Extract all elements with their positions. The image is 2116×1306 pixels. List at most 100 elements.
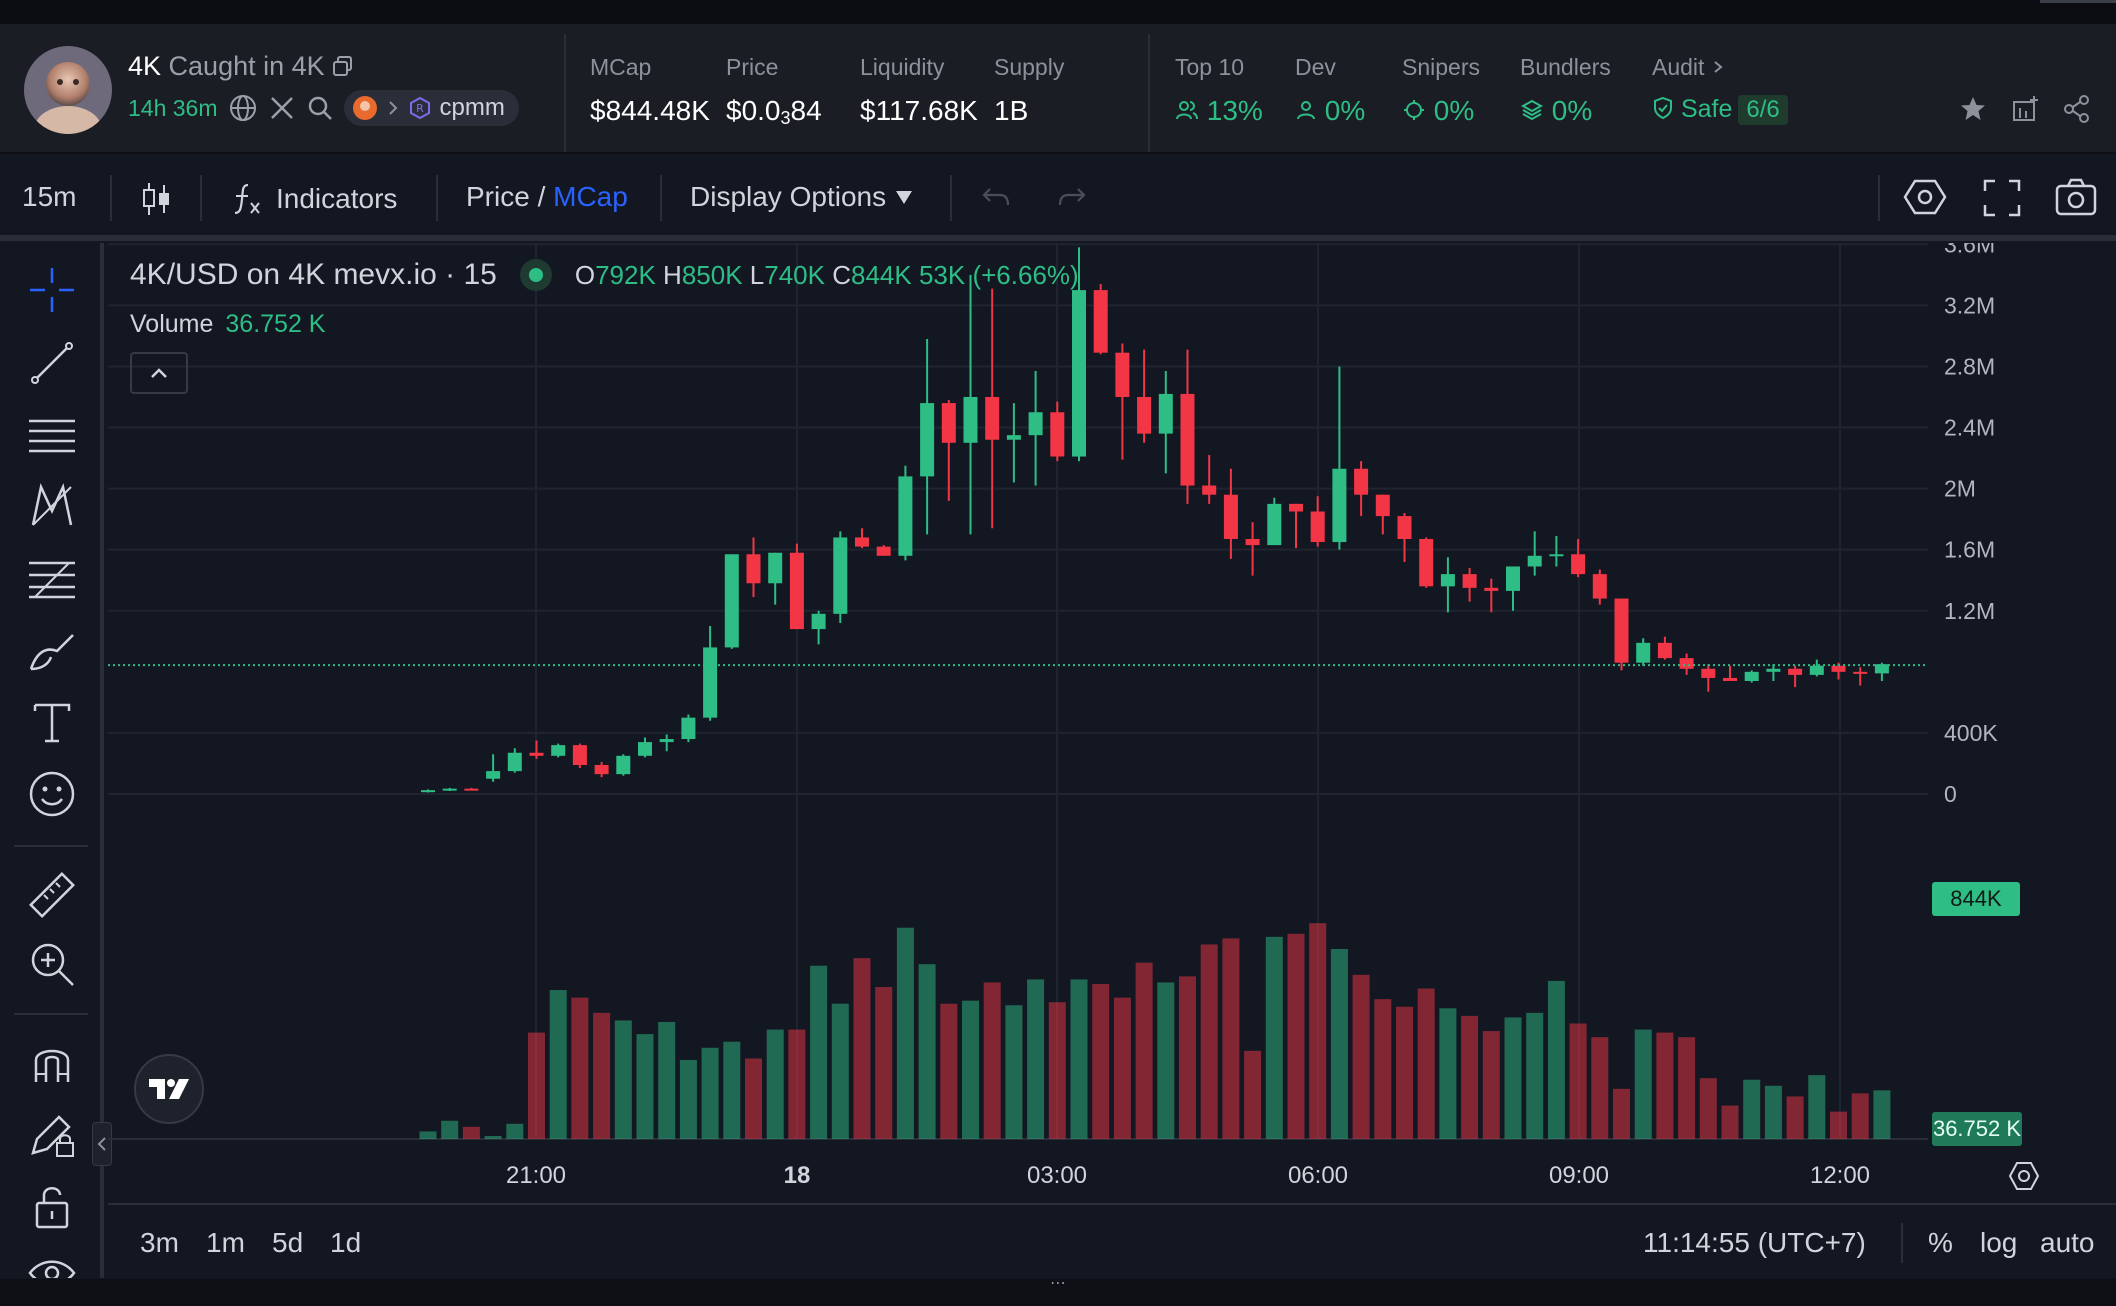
stat-value: 0% <box>1520 95 1611 127</box>
volume-bar <box>1786 1096 1804 1139</box>
zoom-tool[interactable] <box>27 939 77 989</box>
candlesticks <box>421 247 1889 793</box>
range-5d[interactable]: 5d <box>272 1227 304 1258</box>
candle-body <box>1332 468 1347 543</box>
brush-icon <box>29 634 74 671</box>
globe-icon[interactable] <box>228 93 258 123</box>
crosshair-tool[interactable] <box>27 265 77 315</box>
camera-icon[interactable] <box>2054 177 2098 217</box>
chevron-right-icon <box>388 101 397 115</box>
star-icon[interactable] <box>1958 94 1988 124</box>
drawing-toolbar <box>0 243 104 1278</box>
dex-pill[interactable]: R cpmm <box>343 90 519 126</box>
resize-grip-icon[interactable]: ⋯ <box>1050 1275 1066 1292</box>
candle-body <box>1006 435 1021 440</box>
clock-timezone[interactable]: 11:14:55 (UTC+7) <box>1643 1227 1866 1258</box>
settings-icon[interactable] <box>1903 177 1947 217</box>
emoji-tool[interactable] <box>27 769 77 819</box>
copy-icon[interactable] <box>332 55 354 77</box>
share-icon[interactable] <box>2062 94 2092 124</box>
candle-body <box>724 554 739 648</box>
market-status-icon[interactable] <box>519 258 553 292</box>
volume-label: Volume <box>130 310 214 338</box>
text-tool[interactable] <box>27 697 77 747</box>
volume-bar <box>1048 1002 1066 1139</box>
browser-top-strip <box>0 0 2116 24</box>
pencil-lock-icon <box>31 1115 74 1157</box>
volume-bar <box>962 1000 979 1139</box>
brush-tool[interactable] <box>27 625 77 675</box>
visibility-tool[interactable] <box>27 1248 77 1278</box>
volume-bar <box>1222 938 1240 1139</box>
range-1m[interactable]: 1m <box>206 1227 245 1258</box>
stat-snipers[interactable]: Snipers 0% <box>1402 54 1480 127</box>
volume-bar <box>1613 1088 1630 1139</box>
stat-liquidity: Liquidity $117.68K <box>860 54 978 127</box>
search-icon[interactable] <box>306 94 334 122</box>
y-tick-label: 2.8M <box>1944 353 1995 379</box>
snipers-value: 0% <box>1433 95 1475 126</box>
y-tick-label: 3.6M <box>1944 243 1995 257</box>
stat-audit[interactable]: Audit Safe 6/6 <box>1652 54 1788 125</box>
add-chart-icon[interactable] <box>2010 94 2040 124</box>
collapse-sidebar-button[interactable] <box>92 1122 112 1166</box>
function-icon <box>234 183 260 215</box>
percent-toggle[interactable]: % <box>1928 1227 1953 1258</box>
candle-body <box>421 790 435 793</box>
candle-body <box>594 764 609 775</box>
magnet-tool[interactable] <box>27 1038 77 1088</box>
display-options-dropdown[interactable]: Display Options <box>690 181 914 213</box>
collapse-legend-button[interactable] <box>130 352 188 394</box>
x-tick-label: 03:00 <box>1027 1162 1087 1189</box>
lock-tool[interactable] <box>27 1181 77 1231</box>
fullscreen-icon[interactable] <box>1983 179 2021 217</box>
price-mcap-toggle[interactable]: Price / MCap <box>466 181 628 213</box>
stat-dev[interactable]: Dev 0% <box>1295 54 1365 127</box>
price-main: $0.0 <box>726 95 781 126</box>
indicators-button[interactable]: Indicators <box>232 181 397 217</box>
range-3m[interactable]: 3m <box>140 1227 179 1258</box>
range-1d[interactable]: 1d <box>330 1227 362 1258</box>
redo-icon[interactable] <box>1056 183 1088 211</box>
candle-body <box>1115 352 1130 397</box>
volume-bar <box>1439 1008 1457 1139</box>
candle-body <box>768 552 783 584</box>
ruler-tool[interactable] <box>27 870 77 920</box>
volume-bar <box>1526 1012 1544 1139</box>
mcap-toggle[interactable]: MCap <box>553 181 628 212</box>
undo-icon[interactable] <box>980 183 1012 211</box>
top10-value: 13% <box>1206 95 1263 126</box>
candle-body <box>1267 503 1282 546</box>
price-toggle[interactable]: Price <box>466 181 530 212</box>
draw-lock-tool[interactable] <box>27 1109 77 1159</box>
horizontal-lines-tool[interactable] <box>27 409 77 459</box>
volume-legend: Volume 36.752 K <box>130 310 325 339</box>
volume-bar <box>1482 1031 1500 1139</box>
stat-label: MCap <box>590 54 652 80</box>
stat-label: Top 10 <box>1175 54 1245 80</box>
auto-toggle[interactable]: auto <box>2040 1227 2095 1258</box>
interval-button[interactable]: 15m <box>22 181 77 212</box>
ohlc-values: O792K H850K L740K C844K 53K (+6.66%) <box>575 260 1079 291</box>
candle-body <box>486 771 501 779</box>
candles-type-button[interactable] <box>140 181 172 217</box>
x-twitter-icon[interactable] <box>268 94 296 122</box>
token-avatar[interactable] <box>24 46 112 134</box>
axis-settings-icon[interactable] <box>2008 1160 2040 1192</box>
candle-body <box>876 546 891 556</box>
trend-line-icon <box>31 342 73 384</box>
zoom-in-icon <box>31 943 74 986</box>
toolbar-divider <box>110 175 112 221</box>
stat-bundlers[interactable]: Bundlers 0% <box>1520 54 1611 127</box>
log-toggle[interactable]: log <box>1980 1227 2018 1258</box>
stat-top10[interactable]: Top 10 13% <box>1175 54 1263 127</box>
volume-bar <box>1113 997 1131 1139</box>
volume-bar <box>1851 1093 1869 1139</box>
fib-tool[interactable] <box>27 553 77 603</box>
chart-bottom-bar: 3m 1m 5d 1d 11:14:55 (UTC+7) % log auto <box>108 1203 2116 1279</box>
trend-line-tool[interactable] <box>27 338 77 388</box>
tradingview-logo[interactable] <box>134 1054 204 1124</box>
volume-bar <box>788 1029 806 1139</box>
pattern-tool[interactable] <box>27 481 77 531</box>
